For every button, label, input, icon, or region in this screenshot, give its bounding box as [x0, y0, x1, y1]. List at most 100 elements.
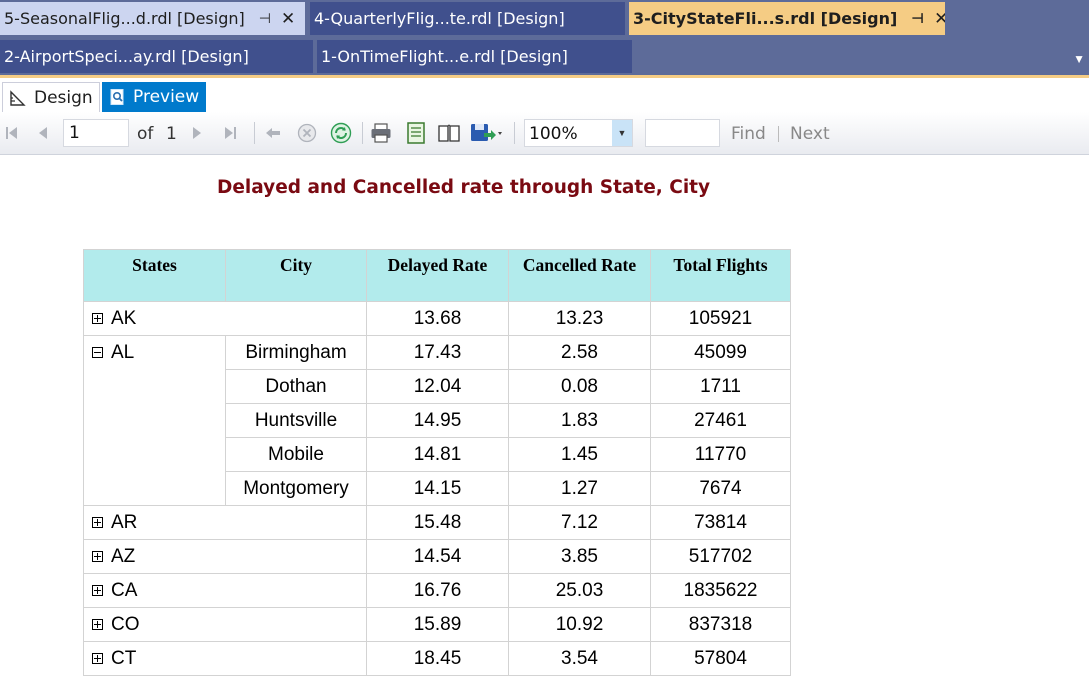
report-table: States City Delayed Rate Cancelled Rate … — [83, 249, 791, 676]
state-label: CT — [111, 647, 137, 669]
print-icon[interactable] — [369, 119, 393, 147]
stop-icon[interactable] — [295, 119, 319, 147]
total-flights-cell: 57804 — [650, 641, 791, 676]
report-title: Delayed and Cancelled rate through State… — [217, 177, 711, 198]
expand-icon[interactable] — [92, 516, 103, 528]
zoom-value: 100% — [529, 124, 578, 144]
total-flights-cell: 517702 — [650, 539, 791, 574]
delayed-rate-cell: 17.43 — [366, 335, 509, 370]
table-row: AK 13.68 13.23 105921 — [83, 301, 791, 336]
document-tab-label: 3-CityStateFli...s.rdl [Design] — [633, 9, 898, 28]
last-page-icon[interactable] — [220, 119, 240, 147]
table-row: Huntsville 14.95 1.83 27461 — [84, 403, 791, 438]
document-tab-label: 1-OnTimeFlight...e.rdl [Design] — [321, 47, 568, 66]
table-row: AL Birmingham 17.43 2.58 45099 — [83, 335, 791, 506]
tab-overflow-icon[interactable]: ▼ — [1073, 52, 1085, 66]
state-label: AL — [111, 342, 135, 363]
page-setup-icon[interactable] — [437, 119, 461, 147]
total-flights-cell: 45099 — [650, 335, 791, 370]
document-tab[interactable]: 3-CityStateFli...s.rdl [Design] ⊣ ✕ — [629, 2, 945, 35]
close-icon[interactable]: ✕ — [280, 8, 296, 29]
table-row: CO 15.89 10.92 837318 — [83, 607, 791, 642]
state-cell: CA — [83, 573, 367, 608]
table-row: CT 18.45 3.54 57804 — [83, 641, 791, 676]
total-flights-cell: 1835622 — [650, 573, 791, 608]
find-button[interactable]: Find — [731, 124, 766, 144]
column-header-states: States — [83, 249, 226, 302]
document-tab[interactable]: 5-SeasonalFlig...d.rdl [Design] ⊣ ✕ — [0, 2, 305, 35]
cancelled-rate-cell: 3.54 — [508, 641, 651, 676]
expand-icon[interactable] — [92, 618, 103, 630]
cancelled-rate-cell: 0.08 — [508, 369, 651, 404]
page-number-input[interactable] — [63, 119, 129, 147]
delayed-rate-cell: 14.15 — [366, 471, 509, 506]
column-header-cancelled-rate: Cancelled Rate — [508, 249, 651, 302]
cancelled-rate-cell: 10.92 — [508, 607, 651, 642]
city-cell: Huntsville — [225, 403, 367, 438]
state-label: AK — [111, 307, 137, 329]
page-of-label: of — [137, 124, 154, 144]
chevron-down-icon[interactable]: ▼ — [612, 120, 632, 146]
find-next-button[interactable]: Next — [790, 124, 830, 144]
expand-icon[interactable] — [92, 652, 103, 664]
document-tab-strip: 5-SeasonalFlig...d.rdl [Design] ⊣ ✕ 4-Quart… — [0, 0, 1089, 75]
next-page-icon[interactable] — [188, 119, 206, 147]
total-flights-cell: 7674 — [650, 471, 791, 506]
delayed-rate-cell: 15.48 — [366, 505, 509, 540]
expand-icon[interactable] — [92, 550, 103, 562]
total-flights-cell: 11770 — [650, 437, 791, 472]
state-cell: AZ — [83, 539, 367, 574]
print-layout-icon[interactable] — [404, 119, 428, 147]
toolbar-separator — [514, 122, 515, 144]
state-label: AZ — [111, 545, 136, 567]
state-cell: AR — [83, 505, 367, 540]
table-row: Dothan 12.04 0.08 1711 — [84, 369, 791, 404]
delayed-rate-cell: 15.89 — [366, 607, 509, 642]
view-mode-bar: Design Preview — [0, 75, 1089, 112]
pin-icon[interactable]: ⊣ — [911, 10, 925, 27]
page-total-count: 1 — [166, 124, 177, 144]
state-label: CO — [111, 613, 140, 635]
expand-icon[interactable] — [92, 312, 103, 324]
total-flights-cell: 1711 — [650, 369, 791, 404]
delayed-rate-cell: 13.68 — [366, 301, 509, 336]
city-cell: Dothan — [225, 369, 367, 404]
total-flights-cell: 105921 — [650, 301, 791, 336]
refresh-icon[interactable] — [329, 119, 353, 147]
previous-page-icon[interactable] — [34, 119, 52, 147]
export-icon[interactable] — [468, 119, 504, 147]
table-row: Montgomery 14.15 1.27 7674 — [84, 471, 791, 506]
delayed-rate-cell: 14.54 — [366, 539, 509, 574]
cancelled-rate-cell: 1.83 — [508, 403, 651, 438]
tab-preview[interactable]: Preview — [102, 82, 206, 112]
state-label: AR — [111, 511, 138, 533]
tab-design[interactable]: Design — [2, 82, 100, 112]
state-label: CA — [111, 579, 138, 601]
document-tab-label: 5-SeasonalFlig...d.rdl [Design] — [4, 9, 245, 28]
cancelled-rate-cell: 1.45 — [508, 437, 651, 472]
collapse-icon[interactable] — [92, 347, 103, 358]
report-toolbar: of 1 100% ▼ Find Next — [0, 112, 1089, 155]
back-icon[interactable] — [262, 119, 284, 147]
table-row: CA 16.76 25.03 1835622 — [83, 573, 791, 608]
state-cell: CO — [83, 607, 367, 642]
design-icon — [8, 88, 28, 108]
column-header-total-flights: Total Flights — [650, 249, 791, 302]
state-cell: CT — [83, 641, 367, 676]
pin-icon[interactable]: ⊣ — [258, 10, 271, 27]
cancelled-rate-cell: 25.03 — [508, 573, 651, 608]
cancelled-rate-cell: 3.85 — [508, 539, 651, 574]
document-tab[interactable]: 2-AirportSpeci...ay.rdl [Design] — [0, 40, 313, 73]
first-page-icon[interactable] — [3, 119, 21, 147]
close-icon[interactable]: ✕ — [934, 8, 945, 29]
find-input[interactable] — [645, 119, 720, 147]
table-row: AR 15.48 7.12 73814 — [83, 505, 791, 540]
delayed-rate-cell: 12.04 — [366, 369, 509, 404]
document-tab[interactable]: 4-QuarterlyFlig...te.rdl [Design] — [310, 2, 625, 35]
document-tab[interactable]: 1-OnTimeFlight...e.rdl [Design] — [317, 40, 632, 73]
expand-icon[interactable] — [92, 584, 103, 596]
city-cell: Montgomery — [225, 471, 367, 506]
toolbar-separator — [254, 122, 255, 144]
toolbar-separator — [362, 122, 363, 144]
zoom-dropdown[interactable]: 100% ▼ — [524, 119, 633, 147]
